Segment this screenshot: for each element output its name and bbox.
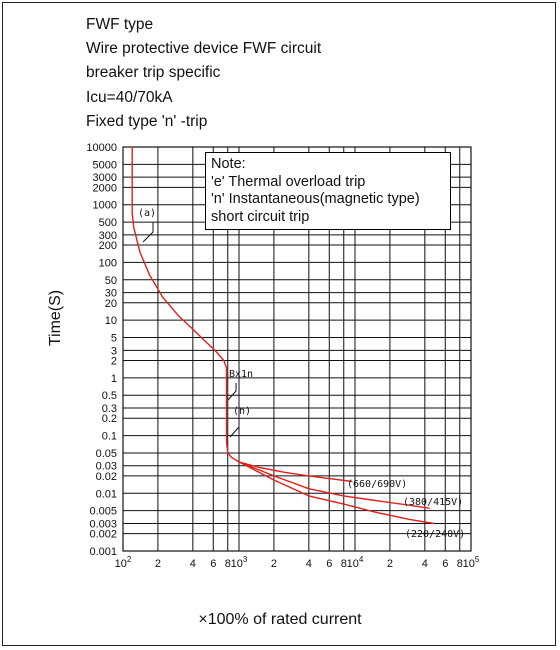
x-tick-label: 105 <box>463 555 480 570</box>
y-tick-label: 0.5 <box>102 390 117 402</box>
y-tick-label: 50 <box>105 275 117 287</box>
title-line: breaker trip specific <box>86 64 221 82</box>
x-tick-label: 4 <box>422 558 428 570</box>
y-tick-label: 1 <box>111 373 117 385</box>
y-tick-label: 2000 <box>93 182 117 194</box>
trip-curve <box>238 461 430 509</box>
y-tick-label: 3000 <box>93 172 117 184</box>
y-axis-label: Time(S) <box>47 289 64 347</box>
curve-annotation: (380/415V) <box>403 497 463 508</box>
x-tick-label: 104 <box>347 555 364 570</box>
x-tick-exponent: 4 <box>359 555 364 564</box>
y-tick-label: 3 <box>111 345 117 357</box>
x-tick-label: 8 <box>341 558 347 570</box>
note-line: 'n' Instantaneous(magnetic type) <box>211 191 420 207</box>
x-tick-labels: 102 2 4 6 8 103 2 4 6 8 104 2 4 6 8 105 <box>115 555 480 570</box>
y-tick-label: 2 <box>111 355 117 367</box>
trip-curve <box>238 461 353 483</box>
plot-border <box>122 146 472 552</box>
x-tick-exponent: 5 <box>475 555 480 564</box>
x-tick-label: 4 <box>190 558 196 570</box>
y-tick-label: 10 <box>105 315 117 327</box>
y-tick-label: 300 <box>99 230 117 242</box>
x-axis-label: ×100% of rated current <box>198 611 362 628</box>
x-tick-label: 8 <box>225 558 231 570</box>
y-tick-label: 0.1 <box>102 431 117 443</box>
y-tick-label: 0.05 <box>96 448 117 460</box>
y-tick-label: 5000 <box>93 159 117 171</box>
y-tick-label: 30 <box>105 288 117 300</box>
note-line: 'e' Thermal overload trip <box>211 173 366 190</box>
y-tick-label: 0.3 <box>102 403 117 415</box>
y-tick-label: 20 <box>105 298 117 310</box>
x-tick-label: 4 <box>306 558 312 570</box>
annotation-leader <box>227 383 237 401</box>
x-tick-label: 2 <box>387 558 393 570</box>
x-tick-label: 102 <box>115 555 132 570</box>
x-tick-exponent: 2 <box>127 555 132 564</box>
x-tick-label: 8 <box>457 558 463 570</box>
curve-annotation: (220/240V) <box>405 529 465 540</box>
note-heading: Note: <box>211 156 246 172</box>
y-tick-label: 0.2 <box>102 413 117 425</box>
trip-curve <box>131 147 240 463</box>
y-tick-label: 10000 <box>86 142 117 154</box>
y-tick-label: 1000 <box>93 200 117 212</box>
title-line: FWF type <box>86 16 154 33</box>
note-box: Note: 'e' Thermal overload trip 'n' Inst… <box>205 152 451 230</box>
y-tick-label: 0.02 <box>96 471 117 483</box>
note-line: short circuit trip <box>211 208 310 225</box>
y-tick-label: 0.003 <box>89 518 117 530</box>
y-tick-label: 0.01 <box>96 488 117 500</box>
annotation-leader <box>142 222 154 243</box>
x-tick-label: 6 <box>210 558 216 570</box>
y-tick-label: 0.002 <box>89 529 117 541</box>
x-tick-label: 2 <box>271 558 277 570</box>
title-line: Wire protective device FWF circuit <box>86 40 322 58</box>
title-line: Fixed type 'n' -trip <box>86 112 208 130</box>
y-tick-label: 0.001 <box>89 546 117 558</box>
y-tick-label: 200 <box>99 240 117 252</box>
y-tick-label: 0.005 <box>89 506 117 518</box>
y-tick-label: 0.03 <box>96 461 117 473</box>
y-tick-label: 500 <box>99 217 117 229</box>
curve-annotation: Bx1n <box>229 369 253 380</box>
x-tick-exponent: 3 <box>243 555 248 564</box>
curve-annotation: (660/690V) <box>347 479 407 490</box>
curve-annotations: (a) Bx1n (n) (660/690V) (380/415V) (220/240V) <box>138 208 465 540</box>
title-block: FWF type Wire protective device FWF circ… <box>86 13 321 134</box>
x-tick-label: 103 <box>231 555 248 570</box>
y-tick-label: 100 <box>99 257 117 269</box>
x-tick-label: 2 <box>155 558 161 570</box>
curve-annotation: (n) <box>233 406 251 417</box>
curve-annotation: (a) <box>138 208 156 219</box>
curves <box>131 147 435 525</box>
trip-curve <box>238 461 435 525</box>
x-tick-label: 6 <box>442 558 448 570</box>
annotation-leader <box>229 419 240 438</box>
y-tick-label: 5 <box>111 333 117 345</box>
title-line: Icu=40/70kA <box>86 88 173 106</box>
x-tick-label: 6 <box>326 558 332 570</box>
